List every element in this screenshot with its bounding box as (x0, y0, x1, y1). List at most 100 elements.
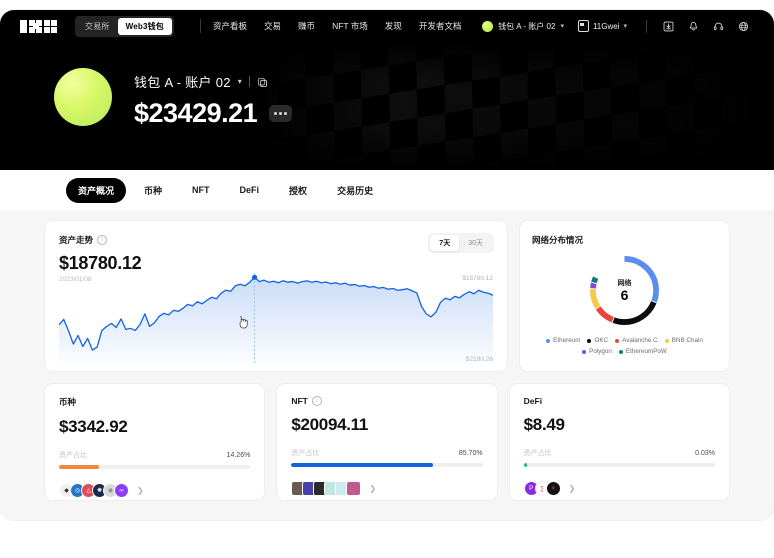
y-axis-high-label: $18780.12 (462, 275, 493, 282)
chevron-right-icon[interactable]: ❯ (369, 484, 377, 493)
legend-label: Avalanche C (622, 337, 658, 344)
chevron-down-icon[interactable]: ▾ (237, 77, 243, 86)
tokens-value: $3342.92 (59, 417, 128, 436)
tokens-summary-card[interactable]: 币种 $3342.92 资产占比 14.26% ◆ ◎ △ ✺ ◉ ∞ (44, 383, 266, 501)
defi-summary-card[interactable]: DeFi $8.49 资产占比 0.03% P ∑ ⚛ ❯ (508, 383, 730, 501)
segment-web3-wallet[interactable]: Web3钱包 (117, 17, 173, 35)
legend-item-okc[interactable]: OKC (587, 337, 608, 344)
app-window: 交易所 Web3钱包 资产看板 交易 赚币 NFT 市场 发现 开发者文档 钱包… (0, 10, 774, 520)
chevron-down-icon: ▾ (560, 23, 564, 30)
legend-item-bnb-chain[interactable]: BNB Chain (664, 337, 703, 344)
nav-link-developer-docs[interactable]: 开发者文档 (418, 21, 462, 31)
defi-ratio-row: 资产占比 0.03% (524, 448, 715, 458)
defi-ratio-label: 资产占比 (523, 450, 552, 457)
tab-nft[interactable]: NFT (192, 185, 210, 195)
defi-icon-stack-row[interactable]: P ∑ ⚛ ❯ (523, 481, 715, 496)
legend-label: OKC (594, 337, 609, 344)
donut-center-label: 网络 6 (586, 252, 663, 329)
defi-ratio-value: 0.03% (695, 449, 715, 457)
tab-approvals[interactable]: 授权 (289, 185, 308, 196)
tab-defi[interactable]: DeFi (239, 185, 260, 195)
headset-icon[interactable] (709, 17, 728, 36)
tab-overview[interactable]: 资产概况 (66, 177, 127, 203)
nav-link-discover[interactable]: 发现 (384, 21, 402, 31)
asset-trend-chart[interactable]: $18780.12 $2190.26 (59, 273, 493, 365)
network-donut-chart[interactable]: 网络 6 (586, 252, 663, 329)
tokens-icon-stack: ◆ ◎ △ ✺ ◉ ∞ (59, 483, 129, 498)
total-balance: $23429.21 (134, 98, 258, 128)
legend-item-avalanche-c[interactable]: Avalanche C (615, 337, 658, 344)
tokens-progress-bar (59, 465, 251, 469)
info-icon[interactable]: i (97, 235, 108, 245)
nav-link-nft-market[interactable]: NFT 市场 (332, 21, 368, 31)
asset-trend-card: 资产走势 i $18780.12 2023/01/08 7天 30天 $1878… (44, 220, 508, 372)
donut-center-count: 6 (620, 286, 629, 303)
tokens-ratio-label: 资产占比 (59, 452, 87, 459)
tab-transaction-history[interactable]: 交易历史 (337, 185, 374, 196)
defi-card-title-row: DeFi (524, 396, 715, 406)
donut-svg (590, 256, 659, 325)
nav-links: 资产看板 交易 赚币 NFT 市场 发现 开发者文档 (213, 20, 461, 32)
tokens-icon-stack-row[interactable]: ◆ ◎ △ ✺ ◉ ∞ ❯ (59, 483, 250, 498)
asset-trend-title-row: 资产走势 i (59, 234, 493, 246)
account-selector[interactable]: 钱包 A - 账户 02 ▾ (482, 20, 564, 32)
nav-link-earn[interactable]: 赚币 (298, 21, 316, 31)
product-switcher[interactable]: 交易所 Web3钱包 (75, 15, 175, 37)
range-7d[interactable]: 7天 (430, 235, 460, 251)
legend-item-polygon[interactable]: Polygon (582, 348, 612, 355)
nft-card-title: NFT (291, 396, 308, 406)
asset-tabs-bar: 资产概况 币种 NFT DeFi 授权 交易历史 (0, 170, 774, 210)
summary-cards-row: 币种 $3342.92 资产占比 14.26% ◆ ◎ △ ✺ ◉ ∞ (44, 383, 730, 501)
legend-label: EthereumPoW (625, 348, 667, 355)
gas-indicator[interactable]: 11Gwei ▾ (577, 20, 627, 32)
mouse-cursor-pointer (239, 316, 248, 329)
nav-divider (200, 19, 202, 33)
legend-label: Polygon (589, 348, 612, 355)
tab-tokens[interactable]: 币种 (144, 185, 163, 196)
chevron-right-icon[interactable]: ❯ (137, 486, 144, 495)
download-icon[interactable] (659, 17, 678, 36)
legend-item-ethereum[interactable]: Ethereum (546, 337, 580, 344)
hero-content: 钱包 A - 账户 02 ▾ $23429.21 (54, 68, 293, 129)
copy-icon[interactable] (257, 76, 268, 87)
nft-value: $20094.11 (291, 415, 369, 434)
chevron-right-icon[interactable]: ❯ (568, 484, 576, 493)
nft-icon-stack-row[interactable]: ❯ (291, 481, 482, 496)
bell-icon[interactable] (684, 17, 703, 36)
asset-trend-date: 2023/01/08 (59, 276, 92, 283)
y-axis-low-label: $2190.26 (465, 356, 493, 363)
asset-trend-value: $18780.12 (59, 253, 142, 273)
nav-link-assets[interactable]: 资产看板 (213, 21, 248, 31)
hero-balance-row: $23429.21 (134, 98, 293, 129)
nft-ratio-row: 资产占比 85.70% (291, 448, 482, 458)
wallet-avatar[interactable] (54, 68, 112, 126)
okx-logo[interactable] (20, 19, 57, 33)
segment-exchange[interactable]: 交易所 (85, 21, 110, 31)
globe-icon[interactable] (734, 17, 753, 36)
chevron-down-icon: ▾ (623, 23, 627, 30)
divider (249, 76, 251, 87)
dashboard-top-row: 资产走势 i $18780.12 2023/01/08 7天 30天 $1878… (44, 220, 730, 372)
nft-summary-card[interactable]: NFT i $20094.11 资产占比 85.70% (276, 383, 498, 501)
trend-line-svg (59, 273, 493, 365)
defi-value: $8.49 (523, 415, 565, 434)
nav-link-trade[interactable]: 交易 (264, 21, 282, 31)
info-icon[interactable]: i (311, 396, 322, 406)
protocol-icon-3: ⚛ (545, 481, 561, 496)
purple-token-icon: ∞ (114, 483, 129, 498)
network-legend: Ethereum OKC Avalanche C BNB Chain Polyg… (532, 337, 717, 355)
range-30d[interactable]: 30天 (468, 240, 483, 247)
hero-account-selector[interactable]: 钱包 A - 账户 02 ▾ (134, 72, 292, 91)
account-name: 钱包 A - 账户 02 (498, 21, 556, 31)
legend-item-ethereumpow[interactable]: EthereumPoW (618, 348, 667, 355)
legend-label: BNB Chain (671, 337, 703, 344)
tokens-card-title: 币种 (59, 397, 77, 407)
nft-ratio-label: 资产占比 (291, 450, 320, 457)
legend-label: Ethereum (553, 337, 581, 344)
wallet-hero-banner: 钱包 A - 账户 02 ▾ $23429.21 (0, 42, 774, 170)
more-options-icon[interactable] (269, 105, 293, 122)
range-toggle: 7天 30天 (428, 233, 494, 253)
account-avatar-icon (482, 20, 494, 32)
asset-tabs: 资产概况 币种 NFT DeFi 授权 交易历史 (66, 177, 385, 203)
asset-trend-title: 资产走势 (59, 235, 94, 245)
